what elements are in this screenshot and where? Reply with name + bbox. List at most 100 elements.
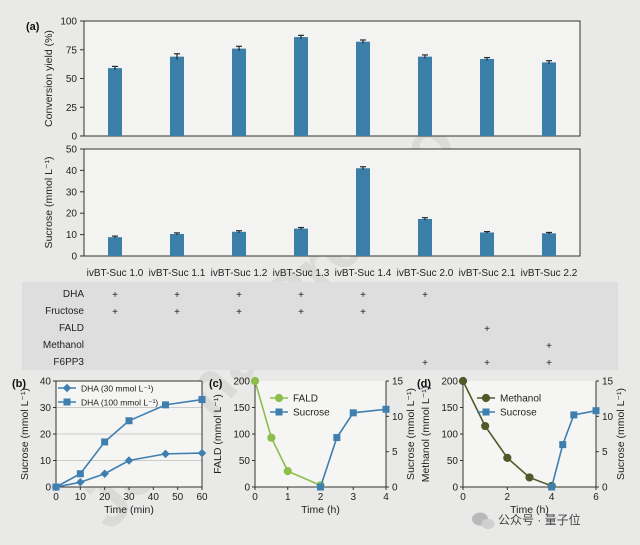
conversion-bar: [294, 37, 308, 136]
panel-c-data-point: [317, 483, 324, 491]
table-mark: +: [422, 358, 428, 369]
table-mark: +: [360, 307, 366, 318]
panel-c-series-line: [319, 408, 387, 488]
table-row-label: DHA: [63, 289, 84, 300]
panel-c-y2tick-label: 10: [392, 412, 404, 423]
sucrose-bar: [356, 168, 370, 256]
conversion-chart: 0 25 50 75 100 Conversion yield (%): [43, 17, 581, 143]
sucrose-ytick-label: 50: [66, 145, 78, 156]
panel-c-legend-marker: [275, 408, 283, 416]
panel-b-xtick-label: 50: [172, 492, 184, 503]
table-mark: +: [174, 307, 180, 318]
sucrose-bar: [418, 218, 432, 256]
panel-b-data-point: [161, 449, 170, 459]
panel-b-data-point: [76, 470, 84, 478]
panel-b-ytick-label: 20: [40, 430, 52, 441]
table-mark: +: [546, 341, 552, 352]
panel-d-y2tick-label: 5: [602, 447, 608, 458]
panel-d-series-line: [550, 409, 597, 488]
panel-label-c: (c): [209, 378, 223, 390]
panel-d-data-point: [525, 473, 534, 482]
panel-c-ytick-label: 200: [233, 377, 250, 388]
table-mark: +: [236, 307, 242, 318]
panel-b-legend-marker: [62, 383, 72, 393]
panel-b-ytick-label: 0: [45, 483, 51, 494]
panel-d-ytick-label: 0: [452, 483, 458, 494]
panel-d-y2label: Sucrose (mmol L⁻¹): [615, 388, 627, 480]
conversion-ytick-label: 0: [71, 132, 77, 143]
conversion-bar: [108, 68, 122, 136]
sucrose-ytick-label: 20: [66, 209, 78, 220]
panel-c-legend-label: Sucrose: [293, 408, 330, 419]
sucrose-ytick-label: 40: [66, 166, 78, 177]
conversion-bar: [356, 41, 370, 137]
panel-d-data-point: [548, 483, 556, 491]
sucrose-ytick-label: 10: [66, 230, 78, 241]
panel-d-ylabel: Methanol (mmol L⁻¹): [420, 386, 432, 483]
sucrose-ylabel: Sucrose (mmol L⁻¹): [43, 157, 55, 249]
category-label: ivBT-Suc 2.2: [521, 268, 578, 279]
conversion-bar: [232, 48, 246, 136]
category-label: ivBT-Suc 2.0: [397, 268, 454, 279]
table-mark: +: [112, 307, 118, 318]
panel-d-ytick-label: 150: [441, 403, 458, 414]
category-label: ivBT-Suc 1.3: [273, 268, 330, 279]
category-label: ivBT-Suc 1.0: [87, 268, 144, 279]
sucrose-bar: [542, 233, 556, 256]
panel-c-plot-area: [255, 381, 386, 487]
panel-d-ytick-label: 200: [441, 377, 458, 388]
panel-b-data-point: [52, 483, 60, 491]
panel-d-legend-marker: [481, 393, 491, 403]
table-mark: +: [174, 290, 180, 301]
sucrose-bar: [480, 232, 494, 256]
conversion-ytick-label: 50: [66, 74, 78, 85]
sucrose-ytick-label: 30: [66, 187, 78, 198]
panel-label-a: (a): [26, 21, 40, 33]
panel-b-legend-marker: [63, 398, 71, 406]
wechat-icon: [472, 512, 495, 530]
panel-b-data-point: [124, 456, 134, 465]
panel-d-data-point: [503, 453, 512, 462]
panel-b-xtick-label: 0: [53, 492, 59, 503]
panel-label-d: (d): [417, 378, 431, 390]
conversion-bar: [170, 56, 184, 136]
panel-c-data-point: [349, 409, 357, 417]
panel-d-legend-marker: [482, 408, 490, 416]
sucrose-bar: [294, 228, 308, 256]
panel-c-legend-marker: [274, 393, 284, 403]
panel-label-b: (b): [12, 378, 26, 390]
sucrose-plot-frame: [83, 148, 581, 257]
table-row-label: Fructose: [45, 306, 84, 317]
panel-d-data-point: [592, 407, 600, 415]
panel-d-y2tick-label: 15: [602, 377, 614, 388]
table-row-label: FALD: [59, 323, 84, 334]
category-label: ivBT-Suc 1.2: [211, 268, 268, 279]
panel-b-ytick-label: 40: [40, 377, 52, 388]
panel-c-ylabel: FALD (mmol L⁻¹): [212, 394, 224, 474]
panel-b-data-point: [101, 438, 109, 446]
panel-d-y2tick-label: 10: [602, 412, 614, 423]
panel-c-ytick-label: 150: [233, 403, 250, 414]
panel-d-legend-label: Sucrose: [500, 408, 537, 419]
panel-d-data-point: [570, 411, 578, 419]
panel-d-ytick-label: 100: [441, 430, 458, 441]
panel-b-xlabel: Time (min): [104, 504, 154, 516]
panel-b-xtick-label: 60: [196, 492, 208, 503]
condition-table: [22, 282, 618, 370]
table-mark: +: [112, 290, 118, 301]
category-label: ivBT-Suc 1.4: [335, 268, 392, 279]
panel-b-legend-label: DHA (100 mmol L⁻¹): [81, 398, 158, 408]
conversion-ytick-label: 75: [66, 45, 78, 56]
panel-d-y2tick-label: 0: [602, 483, 608, 494]
panel-c-ytick-label: 50: [239, 456, 251, 467]
panel-c-xtick-label: 1: [285, 492, 291, 503]
table-row-label: Methanol: [43, 340, 84, 351]
panel-b-data-point: [198, 396, 206, 404]
panel-d-ytick-label: 50: [447, 456, 459, 467]
panel-b-xtick-label: 40: [148, 492, 160, 503]
conversion-plot-frame: [83, 20, 581, 137]
panel-b-xtick-label: 10: [75, 492, 87, 503]
sucrose-bar: [232, 231, 246, 256]
